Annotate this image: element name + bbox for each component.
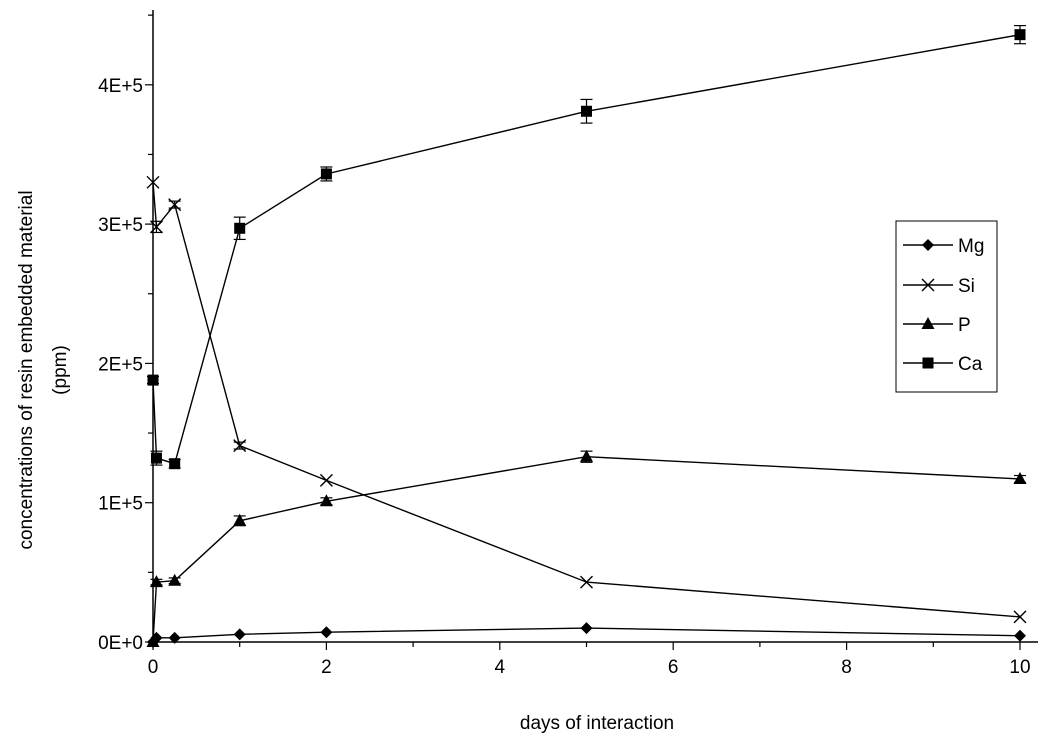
- axes: [152, 10, 1038, 643]
- legend-marker-p: [921, 317, 935, 329]
- marker-stroke: [1013, 610, 1027, 624]
- data-point-mg: [168, 631, 181, 644]
- data-point-ca: [169, 458, 181, 470]
- data-point-p: [168, 573, 182, 586]
- x-tick-label: 4: [495, 657, 506, 678]
- data-point-mg: [233, 628, 246, 641]
- legend-item-ca: Ca: [903, 354, 983, 375]
- data-point-p: [146, 635, 160, 647]
- y-axis-title-line-1: concentrations of resin embedded materia…: [16, 190, 37, 549]
- data-point-ca: [147, 374, 159, 386]
- marker-stroke: [580, 575, 593, 589]
- legend-marker-mg: [922, 239, 934, 251]
- data-point-ca: [581, 105, 592, 117]
- marker-stroke: [233, 439, 247, 453]
- y-tick-labels: 0E+0 1E+5 2E+5 3E+5 4E+5: [98, 76, 143, 654]
- series-line-p: [152, 455, 1021, 643]
- marker-stroke: [168, 198, 182, 212]
- legend-label-mg: Mg: [958, 236, 984, 257]
- series-si: [146, 175, 1027, 624]
- data-point-ca: [234, 222, 246, 234]
- data-point-si: [1013, 610, 1027, 624]
- legend: Mg Si P Ca: [895, 220, 998, 393]
- x-tick-label: 10: [1009, 657, 1030, 678]
- legend-item-si: Si: [903, 276, 975, 297]
- marker-stroke: [146, 175, 160, 189]
- legend-item-mg: Mg: [903, 236, 984, 257]
- marker-stroke: [149, 220, 163, 234]
- data-point-ca: [320, 168, 332, 180]
- x-tick-label: 6: [668, 657, 679, 678]
- data-point-mg: [1014, 629, 1026, 642]
- x-tick-label: 2: [321, 657, 332, 678]
- data-point-mg: [320, 626, 333, 639]
- marker-stroke: [319, 473, 333, 487]
- data-point-ca: [1014, 29, 1026, 41]
- legend-marker-ca: [922, 357, 934, 369]
- data-point-p: [233, 513, 247, 526]
- data-point-si: [233, 439, 247, 453]
- y-tick-label: 3E+5: [98, 215, 143, 236]
- data-point-si: [319, 473, 333, 487]
- data-point-p: [319, 494, 333, 507]
- legend-label-p: P: [958, 315, 971, 336]
- x-axis-title: days of interaction: [520, 713, 674, 734]
- series-layer: [146, 24, 1027, 648]
- x-tick-label: 8: [841, 657, 852, 678]
- y-tick-label: 4E+5: [98, 76, 143, 97]
- data-point-p: [580, 449, 593, 462]
- data-point-si: [149, 220, 163, 234]
- y-tick-label: 2E+5: [98, 354, 143, 375]
- data-point-si: [146, 175, 160, 189]
- y-tick-label: 0E+0: [98, 633, 143, 654]
- data-point-ca: [150, 452, 162, 464]
- series-p: [146, 449, 1027, 647]
- data-point-si: [580, 575, 593, 589]
- legend-label-ca: Ca: [958, 354, 983, 375]
- y-axis-title-line-2: (ppm): [50, 345, 71, 395]
- legend-marker-si: [921, 278, 935, 292]
- y-tick-label: 1E+5: [98, 494, 143, 515]
- y-axis-title: concentrations of resin embedded materia…: [16, 190, 71, 549]
- series-ca: [147, 24, 1026, 470]
- legend-label-si: Si: [958, 276, 975, 297]
- x-tick-label: 0: [148, 657, 159, 678]
- legend-item-p: P: [903, 315, 971, 336]
- data-point-mg: [580, 622, 593, 635]
- data-point-p: [1013, 472, 1027, 485]
- series-line-si: [152, 182, 1021, 618]
- x-tick-labels: 0 2 4 6 8 10: [148, 657, 1031, 678]
- data-point-si: [168, 198, 182, 212]
- data-point-p: [149, 575, 163, 588]
- marker-stroke: [921, 278, 935, 292]
